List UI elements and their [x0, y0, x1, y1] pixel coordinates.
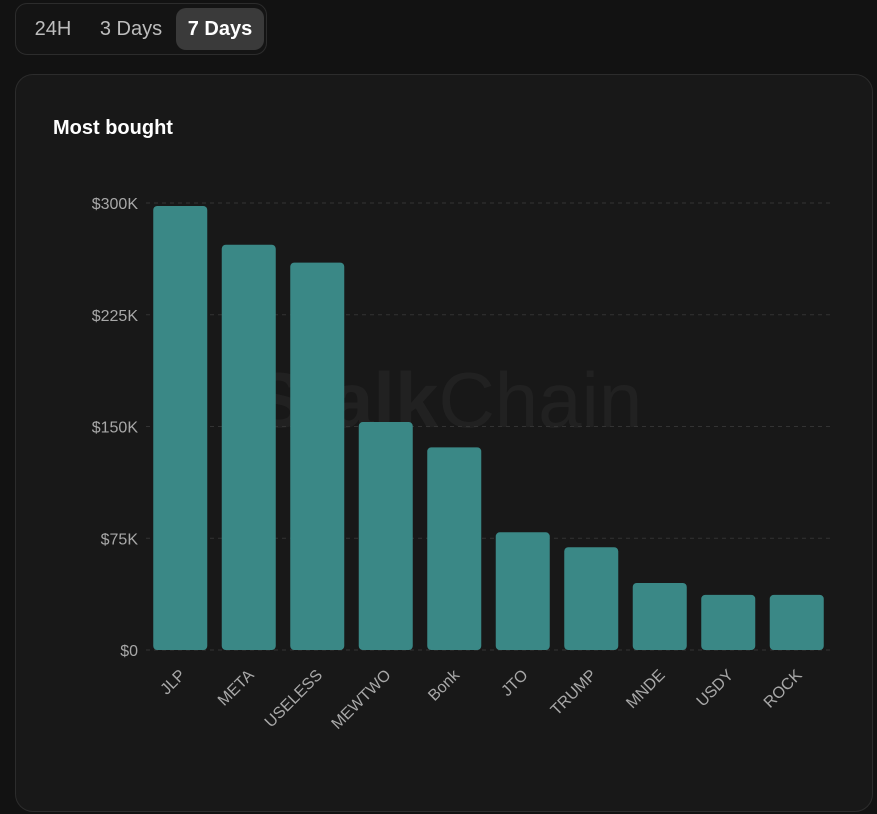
- x-tick-label: META: [215, 667, 258, 710]
- x-tick-label: ROCK: [761, 667, 806, 712]
- bar-bonk[interactable]: [427, 447, 482, 650]
- x-tick-label: TRUMP: [548, 667, 600, 719]
- time-range-tabs: 24H 3 Days 7 Days: [15, 3, 267, 55]
- bar-jto[interactable]: [495, 532, 550, 650]
- x-tick-label: MNDE: [623, 667, 668, 712]
- x-tick-label: JTO: [498, 667, 531, 700]
- bar-mewtwo[interactable]: [358, 422, 413, 650]
- bar-mnde[interactable]: [632, 582, 687, 650]
- most-bought-bar-chart: StalkChain $0$75K$150K$225K$300K JLP META…: [92, 196, 831, 733]
- bar-rock[interactable]: [769, 594, 824, 650]
- tab-24h[interactable]: 24H: [34, 18, 72, 40]
- x-tick-label: JLP: [158, 667, 190, 699]
- x-tick-label: MEWTWO: [329, 667, 395, 733]
- y-tick-label: $150K: [92, 420, 139, 437]
- x-tick-label: USDY: [694, 667, 738, 711]
- bar-trump[interactable]: [564, 547, 619, 650]
- bar-meta[interactable]: [221, 244, 276, 650]
- y-tick-label: $300K: [92, 196, 139, 213]
- chart-title: Most bought: [53, 117, 173, 139]
- y-tick-label: $225K: [92, 308, 139, 325]
- x-tick-label: Bonk: [425, 666, 464, 705]
- y-tick-label: $0: [120, 643, 138, 660]
- bar-useless[interactable]: [290, 262, 345, 650]
- y-axis-ticks: $0 $75K $150K $225K $300K: [92, 196, 139, 660]
- bar-jlp[interactable]: [153, 205, 208, 651]
- tab-3-days[interactable]: 3 Days: [99, 18, 163, 40]
- bar-usdy[interactable]: [701, 594, 756, 650]
- watermark-light: Chain: [438, 356, 642, 444]
- tab-7-days[interactable]: 7 Days: [176, 8, 264, 50]
- y-tick-label: $75K: [101, 531, 139, 548]
- bars: [153, 205, 824, 651]
- x-tick-label: USELESS: [262, 667, 326, 731]
- most-bought-card: Most bought StalkChain $0 $75K $150K $225K $…: [15, 74, 873, 812]
- x-axis-ticks: JLP META USELESS MEWTWO Bonk JTO TRUMP MNDE USDY…: [158, 666, 806, 733]
